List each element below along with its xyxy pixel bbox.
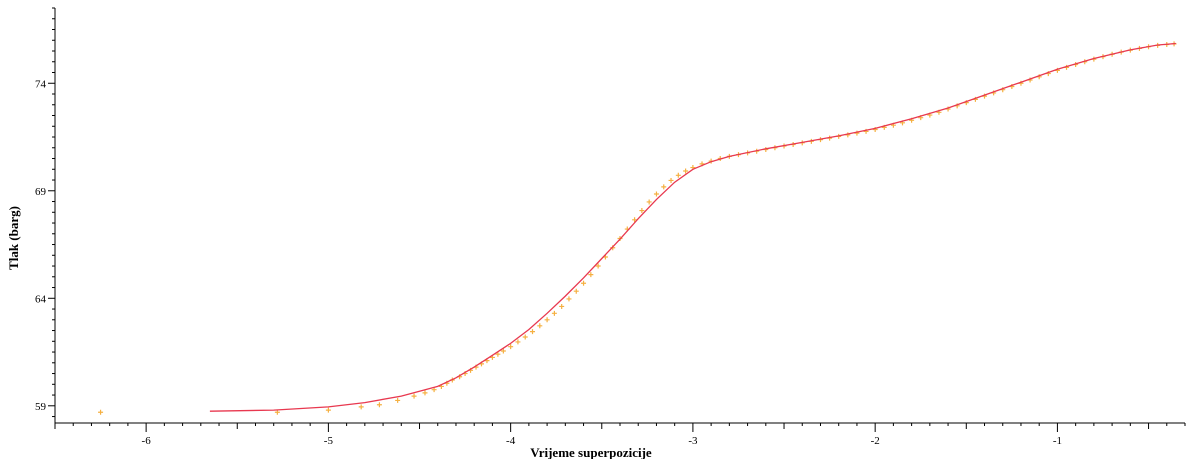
data-point bbox=[98, 409, 104, 415]
data-point bbox=[522, 334, 528, 340]
data-point bbox=[515, 339, 521, 345]
x-tick-label: -6 bbox=[142, 435, 152, 447]
data-point bbox=[559, 303, 565, 309]
data-point bbox=[646, 199, 652, 205]
data-point bbox=[500, 348, 506, 354]
y-tick-label: 64 bbox=[35, 293, 47, 305]
data-point bbox=[581, 280, 587, 286]
data-point bbox=[661, 184, 667, 190]
data-point bbox=[530, 329, 536, 335]
data-point bbox=[675, 172, 681, 178]
data-point bbox=[395, 397, 401, 403]
data-point bbox=[544, 317, 550, 323]
x-tick-label: -3 bbox=[688, 435, 698, 447]
y-tick-label: 59 bbox=[35, 401, 47, 413]
data-point bbox=[573, 288, 579, 294]
x-ticks: -6 -5 -4 -3 -2 -1 bbox=[142, 423, 1062, 447]
data-point bbox=[411, 393, 417, 399]
data-point bbox=[495, 351, 501, 357]
y-tick-label: 74 bbox=[35, 78, 47, 90]
data-point bbox=[422, 390, 428, 396]
data-point bbox=[588, 272, 594, 278]
data-point bbox=[683, 168, 689, 174]
data-point bbox=[566, 296, 572, 302]
x-tick-label: -5 bbox=[324, 435, 334, 447]
data-point bbox=[537, 323, 543, 329]
data-point bbox=[358, 404, 364, 410]
data-point bbox=[274, 409, 280, 415]
data-point bbox=[551, 310, 557, 316]
x-tick-label: -2 bbox=[871, 435, 880, 447]
y-tick-label: 69 bbox=[35, 186, 47, 198]
x-tick-label: -1 bbox=[1053, 435, 1062, 447]
y-minor-ticks bbox=[52, 7, 55, 418]
data-point bbox=[632, 217, 638, 223]
data-point bbox=[595, 263, 601, 269]
data-point bbox=[508, 344, 514, 350]
x-minor-ticks bbox=[54, 423, 1186, 429]
data-point bbox=[639, 208, 645, 214]
data-point bbox=[653, 191, 659, 197]
data-point bbox=[325, 407, 331, 413]
data-points-series bbox=[98, 41, 1177, 415]
y-axis-title: Tlak (barg) bbox=[6, 206, 21, 270]
data-point bbox=[668, 177, 674, 183]
y-ticks: 59 64 69 74 bbox=[35, 78, 55, 413]
x-axis-title: Vrijeme superpozicije bbox=[530, 445, 652, 459]
data-point bbox=[376, 402, 382, 408]
x-tick-label: -4 bbox=[506, 435, 516, 447]
plot-area bbox=[98, 41, 1177, 415]
fitted-curve-line bbox=[209, 42, 1176, 412]
axes: -6 -5 -4 -3 -2 -1 59 64 69 74 bbox=[35, 7, 1186, 447]
